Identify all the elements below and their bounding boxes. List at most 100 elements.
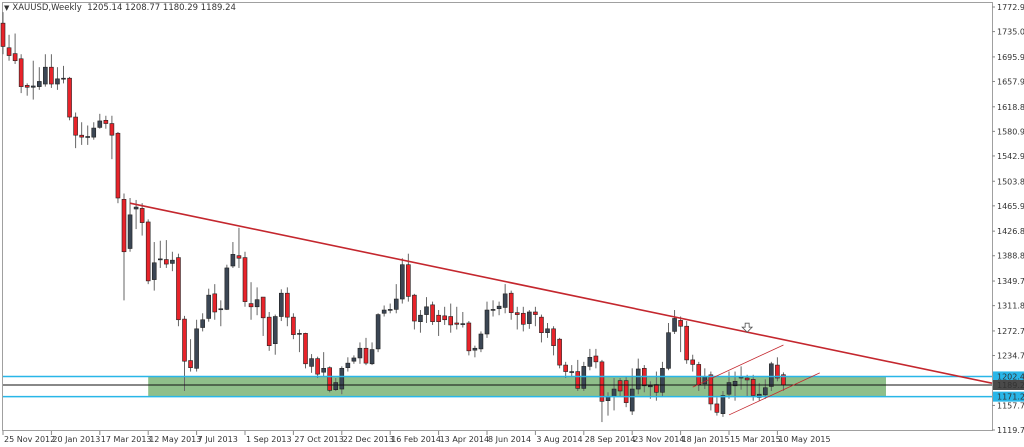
candle	[254, 287, 260, 316]
candle	[73, 112, 78, 149]
bull-candle-body	[55, 78, 60, 85]
candle	[557, 337, 562, 369]
candle	[43, 54, 48, 87]
bear-candle-body	[406, 264, 411, 297]
candle	[563, 361, 568, 379]
candle	[30, 60, 36, 100]
candle	[533, 306, 538, 327]
bear-candle-body	[260, 296, 266, 319]
candle	[617, 378, 623, 397]
candle	[158, 240, 163, 268]
candle	[472, 345, 478, 358]
candle	[466, 321, 472, 356]
bull-candle-body	[333, 382, 339, 390]
price-tick-label: 1234.75	[997, 352, 1024, 361]
price-tick-label: 1465.90	[997, 202, 1024, 211]
bull-candle-body	[387, 309, 393, 311]
candle	[593, 348, 599, 369]
candle	[285, 287, 290, 327]
time-tick-label: 10 May 2015	[778, 435, 830, 444]
bear-candle-body	[514, 312, 520, 315]
bear-candle-body	[236, 255, 242, 259]
candle	[327, 366, 333, 393]
candle	[91, 122, 97, 140]
bull-candle-body	[218, 308, 224, 311]
bull-candle-body	[756, 393, 762, 398]
bull-candle-body	[91, 127, 97, 138]
candle	[545, 322, 550, 338]
candle	[393, 284, 399, 314]
candle	[272, 314, 278, 355]
candle	[369, 342, 375, 366]
candle	[139, 203, 145, 236]
bear-candle-body	[139, 208, 145, 223]
bull-candle-body	[732, 380, 738, 387]
resistance-price-box	[993, 371, 1024, 382]
bear-candle-body	[708, 374, 714, 405]
bull-candle-body	[399, 264, 405, 300]
time-tick-label: 22 Dec 2013	[343, 435, 394, 444]
bear-candle-body	[73, 116, 78, 136]
candle	[309, 354, 314, 373]
triangle-down-icon[interactable]: ▼	[4, 4, 10, 12]
bull-candle-body	[629, 388, 635, 412]
time-tick-label: 25 Nov 2012	[4, 435, 55, 444]
price-tick-label: 1272.70	[997, 327, 1024, 336]
bear-candle-body	[690, 359, 696, 365]
bear-candle-body	[430, 304, 435, 322]
candle	[151, 242, 157, 291]
candle	[278, 289, 284, 322]
candle	[315, 356, 320, 379]
bull-candle-body	[587, 357, 593, 367]
bull-candle-body	[418, 314, 423, 322]
bear-candle-body	[508, 292, 514, 313]
candle	[520, 306, 526, 332]
descending-trendline	[129, 202, 993, 384]
candle	[266, 311, 272, 351]
current-price-label: 1189.24	[997, 381, 1024, 390]
bear-candle-body	[176, 257, 181, 321]
bear-candle-body	[557, 338, 562, 366]
time-tick-label: 17 Mar 2013	[101, 435, 152, 444]
bear-candle-body	[188, 360, 193, 368]
support-price-box	[993, 391, 1024, 402]
candle	[218, 300, 224, 327]
bear-candle-body	[714, 403, 720, 413]
channel-upper-line	[692, 344, 784, 388]
price-tick-label: 1695.90	[997, 53, 1024, 62]
bear-candle-body	[103, 119, 109, 124]
price-tick-label: 1772.95	[997, 3, 1024, 12]
candle	[260, 296, 266, 336]
candle	[399, 258, 405, 304]
candle	[194, 319, 199, 372]
bear-candle-body	[266, 316, 272, 346]
price-tick-label: 1735.00	[997, 28, 1024, 37]
bear-candle-body	[121, 198, 127, 253]
candle	[103, 115, 109, 129]
price-axis[interactable]: 1772.95 1735.00 1695.90 1657.95 1618.85 1580.…	[992, 3, 1024, 435]
bear-candle-body	[67, 77, 72, 118]
bear-candle-body	[520, 312, 526, 325]
candle	[236, 227, 242, 268]
bull-candle-body	[297, 333, 302, 335]
candle	[539, 314, 544, 343]
support-price-label: 1171.27	[997, 393, 1024, 402]
bull-candle-body	[85, 136, 90, 138]
bear-candle-body	[24, 85, 30, 88]
candle	[321, 352, 326, 377]
bear-candle-body	[466, 322, 472, 352]
bull-candle-body	[351, 357, 357, 362]
price-tick-label: 1349.75	[997, 277, 1024, 286]
bull-candle-body	[158, 258, 163, 261]
candle	[690, 354, 696, 372]
bear-candle-body	[442, 315, 447, 321]
candle	[188, 339, 193, 372]
candle	[648, 381, 653, 399]
candle	[357, 342, 363, 364]
candle	[297, 329, 302, 353]
bear-candle-body	[109, 123, 115, 136]
candle	[569, 365, 575, 377]
price-tick-label: 1580.90	[997, 127, 1024, 136]
